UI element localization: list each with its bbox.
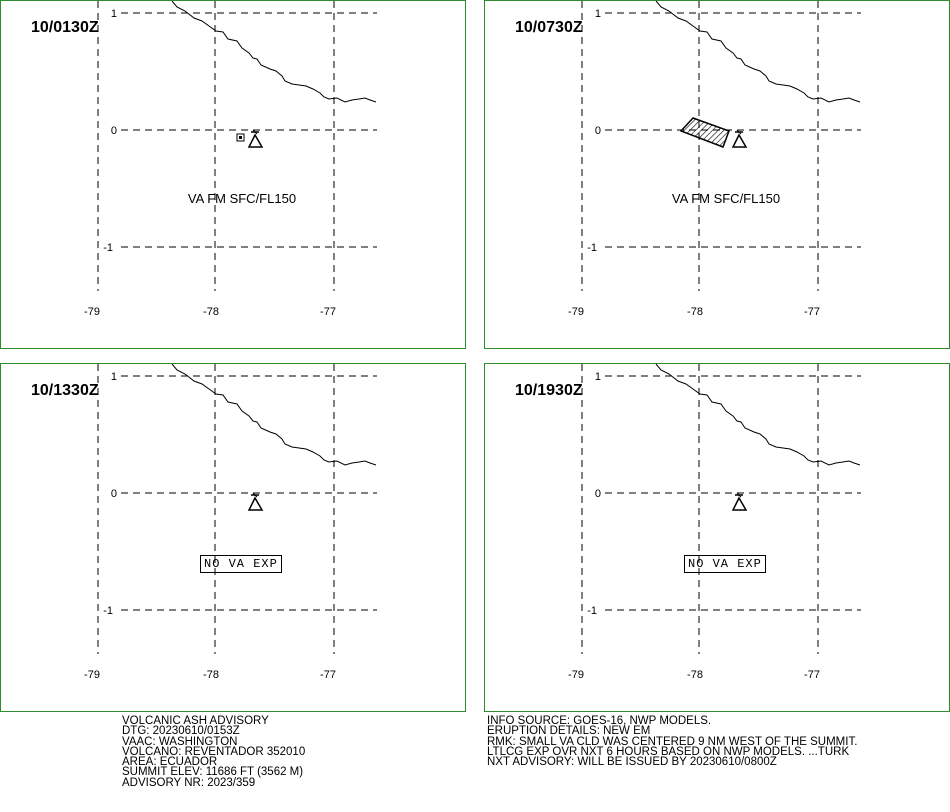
longitude-tick-label: -78 (687, 306, 703, 318)
advisory-left-text: VOLCANIC ASH ADVISORY DTG: 20230610/0153Z… (122, 715, 306, 789)
latitude-tick-label: 0 (111, 125, 117, 137)
coastline (171, 364, 377, 466)
map-panel: 1 0 -1 -79 -78 -77 10/0730Z VA FM SFC/FL150 (484, 0, 950, 349)
latitude-tick-label: 0 (595, 125, 601, 137)
latitude-tick-label: 0 (595, 488, 601, 500)
map-panel: 1 0 -1 -79 -78 -77 10/0130Z VA FM SFC/FL150 (0, 0, 466, 349)
ash-cloud-area (236, 133, 245, 142)
coastline (655, 364, 861, 466)
valid-time-label: 10/0730Z (515, 19, 583, 36)
advisory-line: AREA: ECUADOR (122, 756, 218, 769)
advisory-line: RMK: SMALL VA CLD WAS CENTERED 9 NM WEST… (487, 735, 858, 748)
latitude-tick-label: 0 (111, 488, 117, 500)
longitude-tick-label: -77 (320, 669, 336, 681)
map-canvas: 1 0 -1 -79 -78 -77 (84, 364, 377, 681)
advisory-line: ERUPTION DETAILS: NEW EM (487, 725, 651, 738)
advisory-line: NXT ADVISORY: WILL BE ISSUED BY 20230610… (487, 756, 777, 769)
longitude-tick-label: -78 (203, 669, 219, 681)
longitude-tick-label: -79 (568, 306, 584, 318)
ash-height-label: VA FM SFC/FL150 (671, 191, 781, 206)
latitude-tick-label: -1 (587, 605, 597, 617)
advisory-right-text: INFO SOURCE: GOES-16, NWP MODELS. ERUPTIO… (487, 715, 858, 769)
no-ash-expected-box: NO VA EXP (684, 555, 766, 573)
valid-time-label: 10/1930Z (515, 382, 583, 399)
latitude-tick-label: 1 (595, 8, 601, 20)
longitude-tick-label: -78 (203, 306, 219, 318)
advisory-line: VOLCANO: REVENTADOR 352010 (122, 745, 306, 758)
map-panel: 1 0 -1 -79 -78 -77 10/1930Z NO VA EXP (484, 363, 950, 712)
longitude-tick-label: -78 (687, 669, 703, 681)
longitude-tick-label: -79 (568, 669, 584, 681)
latitude-tick-label: -1 (587, 242, 597, 254)
coastline (171, 1, 377, 103)
longitude-tick-label: -77 (804, 669, 820, 681)
longitude-tick-label: -77 (320, 306, 336, 318)
longitude-tick-label: -77 (804, 306, 820, 318)
volcano-icon (247, 129, 264, 148)
advisory-line: VOLCANIC ASH ADVISORY (122, 715, 269, 727)
map-canvas: 1 0 -1 -79 -78 -77 (84, 1, 377, 318)
latitude-tick-label: 1 (595, 371, 601, 383)
map-canvas: 1 0 -1 -79 -78 -77 (568, 1, 861, 318)
latitude-tick-label: -1 (103, 605, 113, 617)
advisory-line: VAAC: WASHINGTON (122, 735, 238, 748)
advisory-line: LTLCG EXP OVR NXT 6 HOURS BASED ON NWP M… (487, 745, 850, 758)
ash-height-label: VA FM SFC/FL150 (187, 191, 297, 206)
coastline (655, 1, 861, 103)
advisory-line: ADVISORY NR: 2023/359 (122, 776, 256, 789)
valid-time-label: 10/0130Z (31, 19, 99, 36)
advisory-line: SUMMIT ELEV: 11686 FT (3562 M) (122, 766, 304, 779)
valid-time-label: 10/1330Z (31, 382, 99, 399)
latitude-tick-label: 1 (111, 8, 117, 20)
longitude-tick-label: -79 (84, 306, 100, 318)
latitude-tick-label: -1 (103, 242, 113, 254)
advisory-line: INFO SOURCE: GOES-16, NWP MODELS. (487, 715, 712, 727)
volcano-icon (731, 492, 748, 511)
no-ash-expected-box: NO VA EXP (200, 555, 282, 573)
volcano-icon (247, 492, 264, 511)
map-panel: 1 0 -1 -79 -78 -77 10/1330Z NO VA EXP (0, 363, 466, 712)
advisory-line: DTG: 20230610/0153Z (122, 725, 240, 738)
ash-cloud-area (679, 117, 730, 148)
volcano-icon (731, 129, 748, 148)
map-canvas: 1 0 -1 -79 -78 -77 (568, 364, 861, 681)
ash-cloud-fill (239, 136, 242, 139)
longitude-tick-label: -79 (84, 669, 100, 681)
latitude-tick-label: 1 (111, 371, 117, 383)
